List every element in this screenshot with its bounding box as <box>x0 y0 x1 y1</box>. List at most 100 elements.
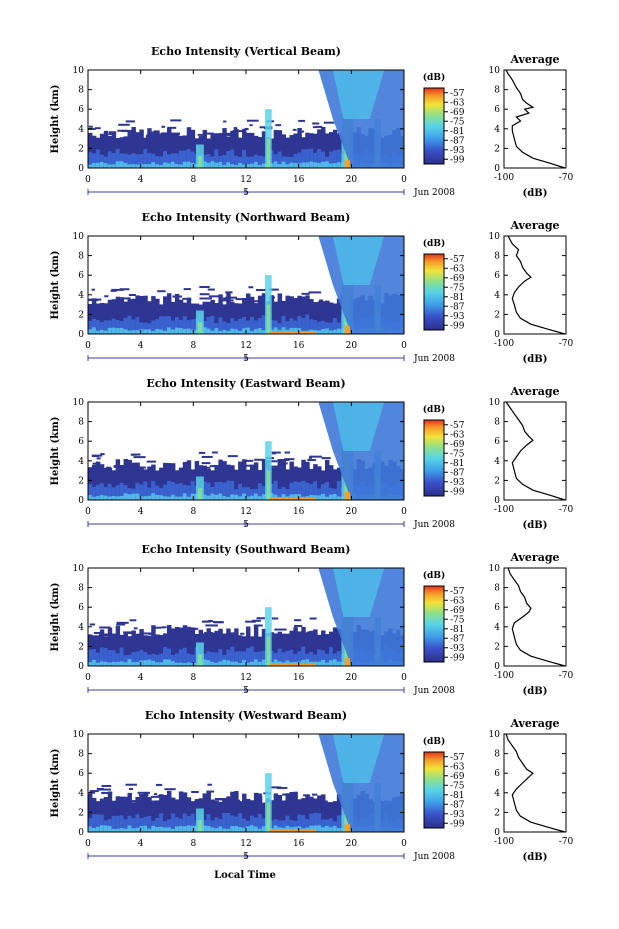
echo-cell <box>325 322 330 334</box>
echo-cell <box>277 488 283 500</box>
echo-cell <box>294 624 303 627</box>
echo-cell <box>88 467 93 500</box>
echo-cell <box>143 660 148 666</box>
echo-cell <box>155 485 160 500</box>
echo-cell <box>103 487 109 500</box>
echo-cell <box>111 487 117 500</box>
y-tick-label: 10 <box>73 398 85 408</box>
echo-cell <box>313 812 318 832</box>
echo-cell <box>303 794 310 797</box>
echo-cell <box>131 319 136 334</box>
echo-cell <box>328 647 334 666</box>
echo-cell <box>123 136 128 168</box>
echo-cell <box>238 663 243 666</box>
echo-cell <box>155 802 160 832</box>
echo-cell <box>222 828 227 832</box>
echo-cell <box>317 149 322 168</box>
echo-cell <box>155 818 160 832</box>
echo-cell <box>155 130 160 168</box>
echo-cell <box>214 828 219 832</box>
echo-cell <box>325 328 330 334</box>
echo-cell <box>249 163 255 168</box>
echo-cell <box>206 495 211 500</box>
echo-cell <box>123 631 134 634</box>
echo-cell <box>111 152 117 168</box>
echo-cell <box>159 794 164 832</box>
echo-cell <box>146 134 153 137</box>
echo-cell <box>336 651 342 666</box>
echo-cell <box>301 480 306 500</box>
echo-cell <box>261 163 267 168</box>
echo-cell <box>202 466 211 469</box>
echo-cell <box>178 662 184 666</box>
echo-cell <box>274 628 287 631</box>
echo-cell <box>167 327 172 334</box>
echo-cell <box>178 164 184 168</box>
colorbar-tick-label: -81 <box>450 625 465 635</box>
echo-cell <box>107 483 113 500</box>
echo-cell <box>123 819 128 832</box>
echo-cell <box>272 633 279 636</box>
echo-cell <box>293 654 298 666</box>
echo-cell <box>208 619 214 622</box>
echo-cell <box>328 660 334 666</box>
echo-cell <box>273 659 279 666</box>
echo-cell <box>313 825 318 832</box>
echo-cell <box>257 165 263 168</box>
echo-cell <box>182 150 188 168</box>
echo-cell <box>150 795 164 798</box>
day-label: 5 <box>243 686 249 696</box>
echo-cell <box>202 481 207 500</box>
echo-cell <box>325 161 330 168</box>
echo-cell <box>313 629 318 666</box>
echo-cell <box>146 460 157 463</box>
echo-cell <box>321 151 326 168</box>
echo-cell <box>202 161 207 168</box>
echo-cell <box>103 156 109 168</box>
echo-cell <box>115 653 121 666</box>
echo-cell <box>214 800 219 832</box>
echo-cell <box>238 827 243 832</box>
echo-cell <box>222 659 227 666</box>
echo-cell <box>139 466 144 500</box>
echo-cell <box>235 298 243 301</box>
echo-cell <box>242 297 247 334</box>
echo-cell <box>246 320 251 334</box>
echo-cell <box>101 791 113 794</box>
echo-cell <box>309 161 314 168</box>
echo-cell <box>226 634 236 637</box>
echo-cell <box>143 295 148 334</box>
echo-cell <box>88 125 93 128</box>
x-tick-label: 0 <box>85 839 91 849</box>
echo-cell <box>246 626 251 666</box>
echo-cell <box>127 459 132 500</box>
echo-cell <box>131 127 136 168</box>
echo-cell <box>161 125 166 128</box>
echo-cell <box>119 797 127 800</box>
profile-y-tick-label: 8 <box>494 252 500 262</box>
echo-cell <box>336 322 342 334</box>
echo-cell <box>159 634 164 666</box>
echo-cell <box>111 132 117 168</box>
echo-cell <box>167 827 172 832</box>
echo-cell <box>178 483 184 500</box>
colorbar-tick-label: -63 <box>450 430 465 440</box>
echo-cell <box>163 821 168 832</box>
echo-cell <box>170 654 176 666</box>
echo-cell <box>94 127 101 130</box>
echo-cell <box>143 635 148 666</box>
echo-cell <box>309 494 314 500</box>
echo-cell <box>246 327 251 334</box>
echo-cell <box>167 624 172 666</box>
echo-cell <box>170 329 176 334</box>
echo-cell <box>269 150 275 168</box>
echo-cell <box>123 458 128 500</box>
echo-cell <box>253 651 259 666</box>
echo-cell <box>155 319 160 334</box>
echo-cell <box>222 496 227 500</box>
echo-cell <box>242 793 247 832</box>
echo-cell <box>281 633 286 666</box>
echo-cell <box>123 493 128 500</box>
echo-cell <box>170 153 176 168</box>
echo-cell <box>273 320 279 334</box>
